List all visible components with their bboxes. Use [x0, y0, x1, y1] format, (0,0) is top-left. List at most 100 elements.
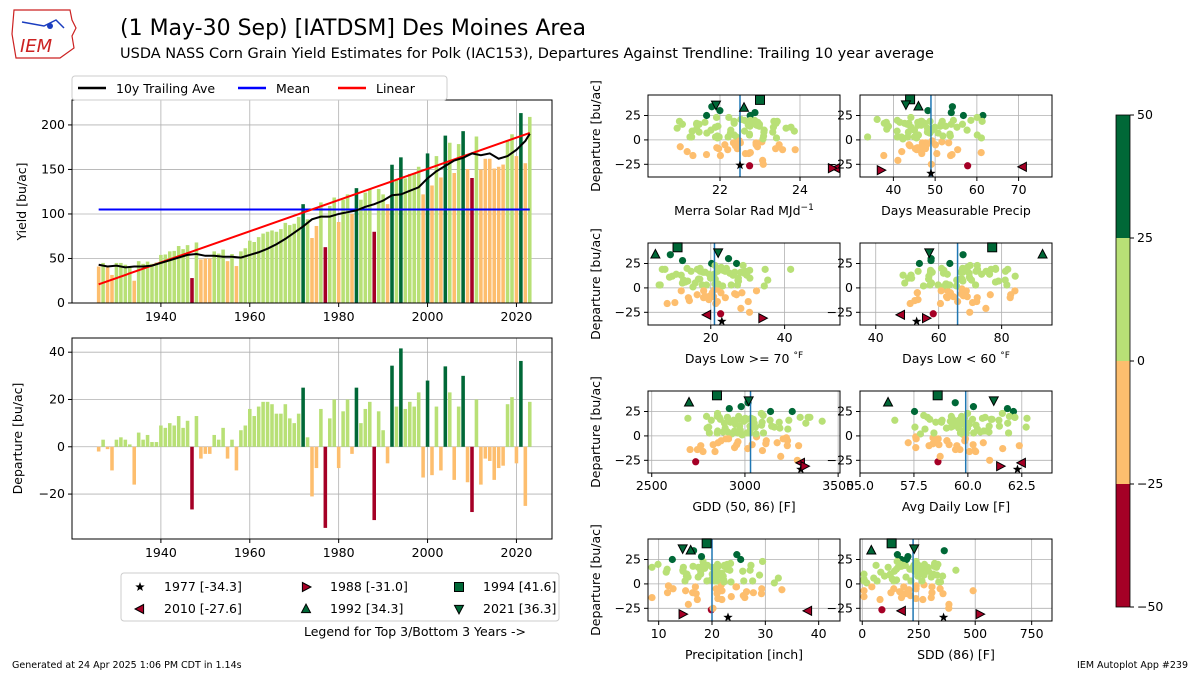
scatter-point [766, 407, 775, 416]
tri-down-marker [453, 604, 465, 616]
scatter-point [688, 133, 696, 141]
scatter-point [939, 132, 947, 140]
scatter-point [1011, 413, 1019, 421]
scatter-panel-avglow: 55.0 57.5 60.0 62.5 −25 0 25 Avg Daily Low [F] [827, 390, 1053, 514]
scatter-point [751, 108, 759, 117]
departure-bar [296, 413, 301, 447]
departure-bar [368, 401, 372, 447]
scatter-point [973, 425, 982, 433]
departure-bar [132, 446, 136, 485]
yield-bar [390, 164, 394, 303]
scatter-point [921, 425, 929, 433]
scatter-point [693, 595, 701, 604]
scatter-point [719, 282, 727, 290]
tri-up-marker [913, 100, 924, 111]
scatter-point [868, 583, 876, 591]
scatter-xtick-label: 3000 [729, 478, 761, 493]
scatter-point [899, 271, 907, 279]
scatter-point [1023, 414, 1031, 422]
departure-bar [123, 439, 128, 447]
scatter-ylabel: Departure [bu/ac] [588, 228, 603, 340]
scatter-point [959, 292, 967, 300]
scatter-ytick-label: 0 [845, 428, 853, 443]
departure-bar [474, 399, 479, 447]
scatter-point [958, 120, 967, 128]
scatter-point [940, 266, 948, 274]
yield-bar [385, 204, 390, 303]
scatter-point [968, 298, 977, 307]
yield-legend: 10y Trailing Ave Mean Linear [71, 75, 448, 101]
scatter-point [904, 439, 912, 447]
scatter-point [684, 277, 692, 285]
scatter-point [692, 590, 700, 598]
scatter-xtick-label: 0 [858, 626, 866, 641]
departure-bar [399, 348, 403, 447]
scatter-point [724, 255, 733, 263]
departure-bar [163, 427, 168, 447]
scatter-ytick-label: 0 [633, 576, 641, 591]
scatter-point [761, 265, 769, 273]
scatter-ytick-label: −25 [827, 304, 853, 319]
years-legend-label: 2010 [-27.6] [164, 601, 242, 616]
scatter-point [755, 571, 764, 579]
yield-bar [354, 188, 359, 303]
scatter-point [705, 429, 713, 437]
scatter-point [937, 287, 945, 295]
scatter-point [759, 411, 767, 420]
scatter-point [915, 259, 924, 268]
scatter-xtick-label: 40 [868, 330, 884, 345]
yield-xtick-label: 2000 [412, 309, 444, 324]
yield-bar [416, 166, 421, 303]
scatter-ylabel: Departure [bu/ac] [588, 80, 603, 192]
scatter-ytick-label: −25 [827, 600, 853, 615]
scatter-point [802, 419, 810, 427]
scatter-point [910, 407, 919, 416]
departure-bar [168, 423, 172, 447]
departure-bar [443, 366, 448, 447]
scatter-ytick-label: 0 [633, 132, 641, 147]
yield-bar [341, 199, 345, 303]
scatter-point [766, 416, 774, 424]
departure-bar [314, 446, 319, 469]
yield-bar [292, 223, 296, 303]
scatter-point [936, 299, 945, 308]
scatter-point [957, 268, 965, 276]
departure-xtick-label: 2000 [412, 545, 444, 560]
departure-bar [172, 425, 176, 447]
scatter-xtick-label: 20 [703, 330, 719, 345]
scatter-point [870, 574, 878, 582]
scatter-xtick-label: 62.5 [1008, 478, 1036, 493]
departure-bar [328, 418, 332, 447]
departure-xtick-label: 1960 [234, 545, 266, 560]
scatter-axes-frame [859, 390, 1053, 474]
scatter-panel-low60: 40 60 80 −25 0 25 Days Low < 60 °F [827, 242, 1053, 366]
departure-bar [274, 413, 279, 447]
colorbar-segment [1116, 484, 1130, 607]
scatter-point [911, 423, 919, 431]
scatter-point [748, 441, 756, 449]
yield-bar [488, 158, 492, 303]
scatter-point [745, 131, 754, 139]
colorbar-tick-label: 50 [1137, 107, 1153, 122]
scatter-axes-frame [647, 538, 841, 622]
tri-right-marker [996, 460, 1007, 472]
departure-bar [350, 446, 354, 454]
scatter-point [720, 576, 728, 584]
scatter-point [725, 404, 733, 413]
scatter-point [914, 267, 922, 275]
yield-bar [256, 237, 261, 303]
scatter-point [663, 299, 671, 308]
scatter-point [693, 291, 701, 299]
yield-bar [328, 205, 332, 303]
departure-bar [279, 413, 283, 447]
scatter-xtick-label: 10 [651, 626, 667, 641]
scatter-point [713, 297, 722, 306]
yield-bar [372, 231, 376, 303]
tri-up-marker [300, 602, 312, 614]
yield-bar [230, 254, 234, 303]
years-legend-frame [120, 572, 560, 622]
yield-bar [412, 173, 416, 303]
scatter-point [758, 418, 766, 426]
departure-xtick-label: 1940 [145, 545, 177, 560]
